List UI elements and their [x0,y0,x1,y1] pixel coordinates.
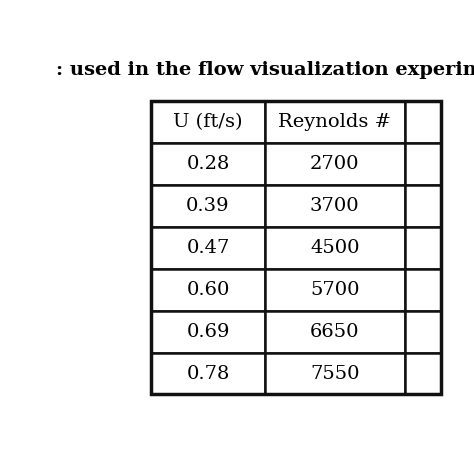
Text: 0.47: 0.47 [186,238,230,256]
Bar [265,353,405,394]
Bar [151,353,265,394]
Text: 0.39: 0.39 [186,197,230,215]
Text: 5700: 5700 [310,281,359,299]
Bar [151,269,265,310]
Text: : used in the flow visualization experiments.: : used in the flow visualization experim… [55,61,474,79]
Bar [405,269,441,310]
Text: 3700: 3700 [310,197,360,215]
Text: U (ft/s): U (ft/s) [173,113,243,131]
Bar [151,185,265,227]
Bar [405,143,441,185]
Text: 0.78: 0.78 [186,365,230,383]
Bar [265,185,405,227]
Text: 0.69: 0.69 [186,322,230,340]
Text: 0.60: 0.60 [186,281,230,299]
Bar [265,310,405,353]
Bar [405,185,441,227]
Text: Reynolds #: Reynolds # [278,113,391,131]
Bar [151,100,265,143]
Text: 0.28: 0.28 [186,155,230,173]
Bar [265,100,405,143]
Bar [405,353,441,394]
Bar [405,227,441,269]
Bar [405,100,441,143]
Bar [405,310,441,353]
Bar [151,310,265,353]
Text: 2700: 2700 [310,155,359,173]
Bar [151,227,265,269]
Text: 6650: 6650 [310,322,359,340]
Bar [265,269,405,310]
Text: 4500: 4500 [310,238,359,256]
Text: 7550: 7550 [310,365,359,383]
Bar [151,100,441,394]
Bar [151,143,265,185]
Bar [265,227,405,269]
Bar [265,143,405,185]
